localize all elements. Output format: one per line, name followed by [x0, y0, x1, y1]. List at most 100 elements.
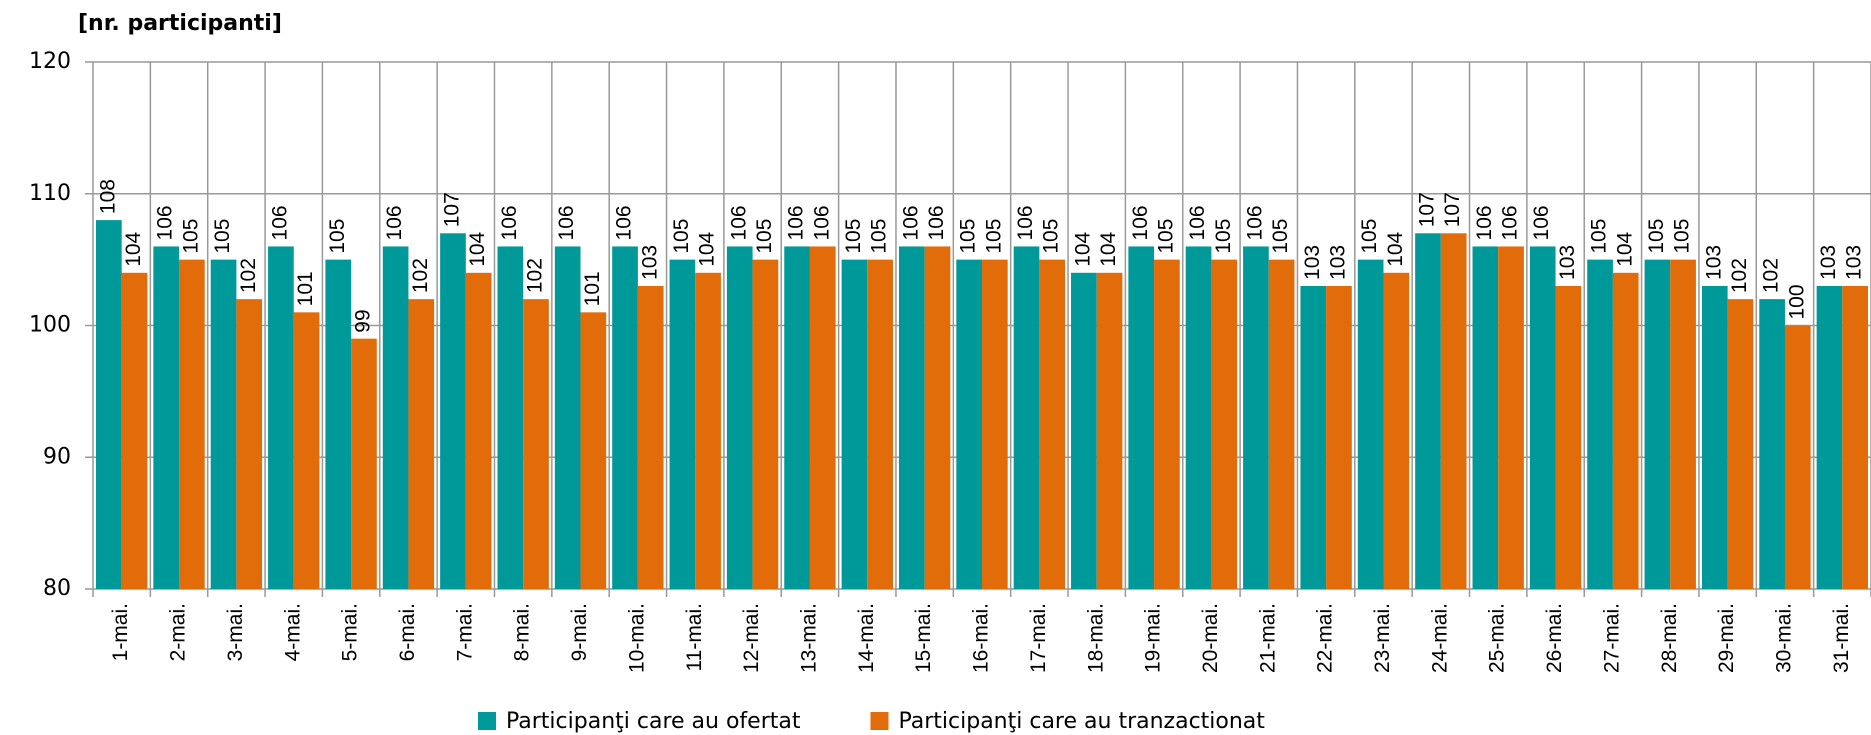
- data-label: 107: [1416, 192, 1439, 227]
- x-tick-label: 28-mai.: [1658, 603, 1681, 673]
- data-label: 105: [179, 219, 202, 254]
- x-tick-label: 19-mai.: [1142, 603, 1165, 673]
- bar: [554, 246, 581, 589]
- legend-swatch: [870, 712, 889, 730]
- data-label: 107: [441, 192, 464, 227]
- data-label: 105: [211, 219, 234, 254]
- bar: [637, 285, 664, 589]
- bar: [1498, 246, 1524, 589]
- bar: [408, 299, 435, 589]
- bar: [1243, 246, 1269, 589]
- bar: [1039, 259, 1066, 589]
- bar: [726, 246, 753, 589]
- y-tick-label: 80: [43, 576, 71, 601]
- x-tick-label: 25-mai.: [1486, 603, 1509, 673]
- data-label: 105: [1154, 219, 1177, 254]
- x-tick-label: 20-mai.: [1199, 603, 1222, 673]
- bar: [1784, 325, 1811, 589]
- data-label: 102: [524, 258, 547, 293]
- data-label: 103: [1327, 245, 1350, 280]
- bar: [440, 233, 466, 589]
- data-label: 106: [1129, 205, 1152, 240]
- bar: [96, 220, 122, 589]
- data-label: 106: [1243, 205, 1266, 240]
- bar: [1612, 272, 1639, 589]
- bar: [809, 246, 836, 589]
- data-label: 103: [638, 245, 661, 280]
- data-label: 105: [1588, 219, 1611, 254]
- data-label: 106: [154, 205, 177, 240]
- data-label: 106: [810, 205, 833, 240]
- data-label: 104: [1071, 231, 1094, 266]
- legend-swatch: [478, 712, 496, 730]
- data-label: 102: [237, 258, 260, 293]
- data-label: 99: [351, 309, 374, 332]
- x-tick-label: 9-mai.: [568, 603, 591, 661]
- x-tick-label: 11-mai.: [683, 603, 706, 671]
- bar: [1071, 272, 1097, 589]
- data-label: 101: [294, 271, 317, 306]
- data-label: 106: [613, 205, 636, 240]
- legend-label: Participanţi care au ofertat: [506, 709, 801, 734]
- bar: [898, 246, 925, 589]
- x-tick-label: 14-mai.: [855, 603, 878, 673]
- x-tick-label: 27-mai.: [1600, 603, 1623, 673]
- bar: [1415, 233, 1441, 589]
- data-label: 106: [1014, 205, 1037, 240]
- bar: [497, 246, 524, 589]
- bar: [1440, 233, 1467, 589]
- bar: [1154, 259, 1180, 589]
- data-label: 103: [1843, 245, 1866, 280]
- data-label: 105: [1358, 219, 1381, 254]
- bar: [784, 246, 810, 589]
- bar: [1013, 246, 1040, 589]
- x-tick-label: 7-mai.: [453, 603, 476, 661]
- x-tick-label: 12-mai.: [740, 603, 763, 673]
- x-tick-label: 26-mai.: [1543, 603, 1566, 673]
- y-tick-label: 90: [43, 444, 71, 469]
- bar: [1701, 285, 1728, 589]
- data-label: 106: [383, 205, 406, 240]
- x-tick-label: 4-mai.: [281, 603, 304, 661]
- bar: [179, 259, 205, 589]
- data-label: 106: [1186, 205, 1209, 240]
- bar: [325, 259, 352, 589]
- bar: [695, 272, 721, 589]
- data-label: 105: [326, 219, 349, 254]
- bar: [1670, 259, 1696, 589]
- x-tick-label: 21-mai.: [1256, 603, 1279, 673]
- data-label: 104: [122, 231, 145, 266]
- bar: [1644, 259, 1671, 589]
- data-label: 105: [982, 219, 1005, 254]
- data-label: 106: [1530, 205, 1553, 240]
- y-tick-label: 120: [29, 49, 71, 74]
- bar: [236, 299, 263, 589]
- bar: [669, 259, 696, 589]
- data-label: 103: [1702, 245, 1725, 280]
- bar: [1587, 259, 1613, 589]
- data-label: 105: [868, 219, 891, 254]
- data-label: 105: [1269, 219, 1292, 254]
- x-tick-label: 30-mai.: [1773, 603, 1796, 673]
- data-label: 106: [785, 205, 808, 240]
- data-label: 107: [1441, 192, 1464, 227]
- data-label: 105: [1645, 219, 1668, 254]
- bar: [1727, 299, 1754, 589]
- x-tick-label: 1-mai.: [109, 603, 132, 661]
- x-tick-label: 10-mai.: [625, 603, 648, 673]
- data-label: 106: [1473, 205, 1496, 240]
- data-label: 102: [1728, 258, 1751, 293]
- data-label: 100: [1785, 284, 1808, 319]
- bar: [153, 246, 180, 589]
- data-label: 105: [957, 219, 980, 254]
- bar: [1555, 285, 1582, 589]
- data-label: 106: [1499, 205, 1522, 240]
- x-tick-label: 31-mai.: [1830, 603, 1853, 673]
- data-label: 104: [696, 231, 719, 266]
- bar: [1383, 272, 1410, 589]
- x-tick-label: 3-mai.: [224, 603, 247, 661]
- bar: [1472, 246, 1499, 589]
- bar: [841, 259, 868, 589]
- bar: [612, 246, 638, 589]
